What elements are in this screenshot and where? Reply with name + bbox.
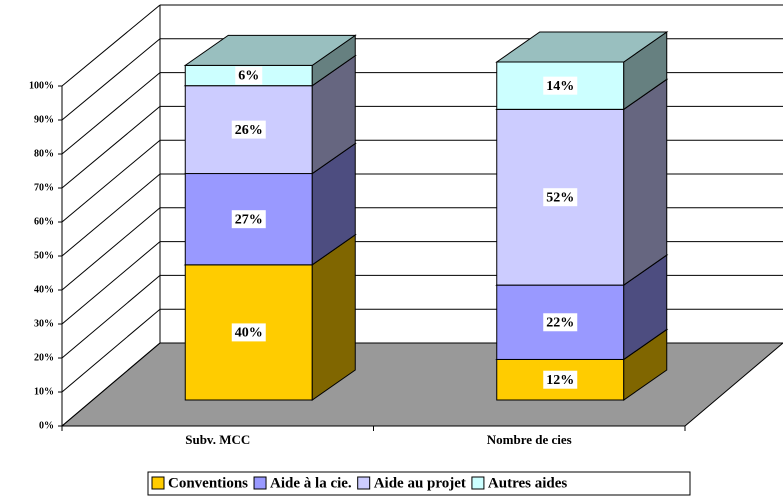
value-label-bg xyxy=(543,313,578,332)
value-label-bg xyxy=(543,370,578,389)
grid-line xyxy=(61,207,161,291)
y-tick-label: 10% xyxy=(34,386,54,397)
value-label-bg xyxy=(231,210,266,229)
value-label: 14% xyxy=(546,79,574,94)
grid-line xyxy=(61,106,161,189)
floor xyxy=(60,342,783,427)
y-tick-label: 60% xyxy=(34,216,54,227)
value-label: 26% xyxy=(235,123,263,138)
value-label: 27% xyxy=(235,212,263,227)
bar-top xyxy=(495,31,669,63)
value-label: 40% xyxy=(235,326,263,341)
legend-label: Aide à la cie. xyxy=(270,475,352,491)
value-label-bg xyxy=(543,76,578,95)
value-label: 12% xyxy=(546,373,574,388)
grid-line xyxy=(61,241,161,325)
x-tick-label: Subv. MCC xyxy=(185,432,250,447)
value-label-bg xyxy=(231,323,266,342)
grid-line xyxy=(61,72,161,155)
grid-line xyxy=(61,139,161,223)
legend-swatch xyxy=(471,476,485,490)
grid-line xyxy=(61,173,161,257)
bars: Subv. MCC 40% 27% 26% 6% Nombre de cies 12% 22%… xyxy=(183,31,669,447)
legend-box xyxy=(147,471,691,496)
legend-swatch xyxy=(253,476,267,490)
bar-top xyxy=(183,34,357,66)
y-tick-label: 30% xyxy=(34,318,54,329)
y-tick-label: 50% xyxy=(34,250,54,261)
y-tick-label: 70% xyxy=(34,182,54,193)
bar-side xyxy=(623,78,668,287)
grid-line xyxy=(61,308,161,393)
y-tick-label: 90% xyxy=(34,114,54,125)
y-tick-label: 40% xyxy=(34,284,54,295)
legend: Conventions Aide à la cie. Aide au projet A… xyxy=(147,471,691,496)
legend-label: Conventions xyxy=(168,475,248,491)
grid-line xyxy=(61,4,161,87)
legend-swatch xyxy=(357,476,371,490)
value-label: 6% xyxy=(238,69,259,84)
value-label: 22% xyxy=(546,315,574,330)
value-label-bg xyxy=(543,188,578,207)
grid-line xyxy=(61,275,161,359)
depth-edge xyxy=(61,342,161,427)
value-label-bg xyxy=(235,66,263,85)
value-label-bg xyxy=(231,120,266,139)
y-tick-label: 100% xyxy=(29,80,54,91)
value-label: 52% xyxy=(546,190,574,205)
y-tick-label: 80% xyxy=(34,148,54,159)
legend-label: Aide au projet xyxy=(374,475,466,491)
legend-swatch xyxy=(151,476,165,490)
x-tick-label: Nombre de cies xyxy=(487,432,572,447)
y-tick-label: 0% xyxy=(39,420,54,431)
legend-label: Autres aides xyxy=(488,475,567,491)
y-tick-label: 20% xyxy=(34,352,54,363)
grid-line xyxy=(61,38,161,121)
